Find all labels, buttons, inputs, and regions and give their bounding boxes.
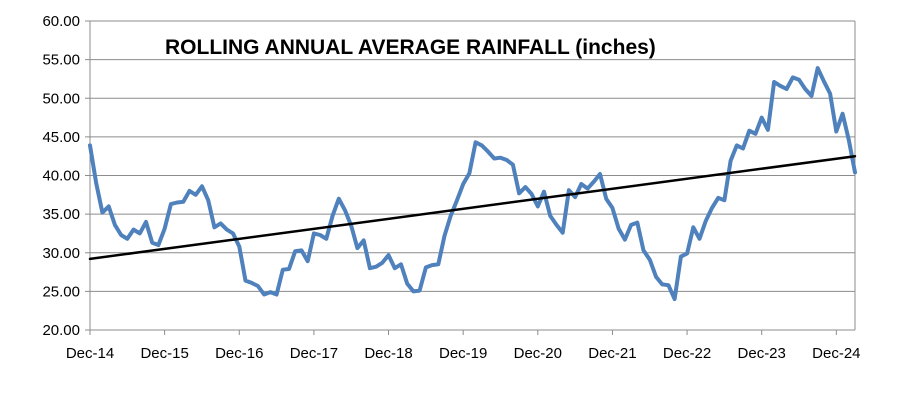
chart-title: ROLLING ANNUAL AVERAGE RAINFALL (inches) [165,36,656,59]
y-tick-label-5: 45.00 [42,129,80,146]
x-tick-label-2: Dec-16 [215,345,263,362]
x-tick-label-8: Dec-22 [663,345,711,362]
y-tick-label-8: 60.00 [42,13,80,30]
trend-line [88,154,857,261]
rainfall-series-line [88,66,857,302]
y-tick-label-2: 30.00 [42,245,80,262]
x-tick-label-4: Dec-18 [364,345,412,362]
y-tick-label-6: 50.00 [42,90,80,107]
x-tick-label-7: Dec-21 [588,345,636,362]
series [88,66,857,302]
gridlines [90,20,855,331]
x-tick-label-6: Dec-20 [514,345,562,362]
y-tick-labels: 20.00 25.00 30.00 35.00 40.00 45.00 50.00 55.00… [42,13,80,339]
x-tick-label-5: Dec-19 [439,345,487,362]
x-tick-label-0: Dec-14 [66,345,114,362]
y-tick-label-3: 35.00 [42,206,80,223]
x-tick-label-10: Dec-24 [812,345,860,362]
y-tick-label-1: 25.00 [42,283,80,300]
y-tick-label-7: 55.00 [42,52,80,69]
axes [85,20,856,335]
x-tick-label-9: Dec-23 [738,345,786,362]
x-tick-label-1: Dec-15 [140,345,188,362]
y-tick-label-4: 40.00 [42,168,80,185]
x-tick-label-3: Dec-17 [290,345,338,362]
x-tick-labels: Dec-14 Dec-15 Dec-16 Dec-17 Dec-18 Dec-19 Dec-… [66,345,861,362]
y-tick-label-0: 20.00 [42,322,80,339]
